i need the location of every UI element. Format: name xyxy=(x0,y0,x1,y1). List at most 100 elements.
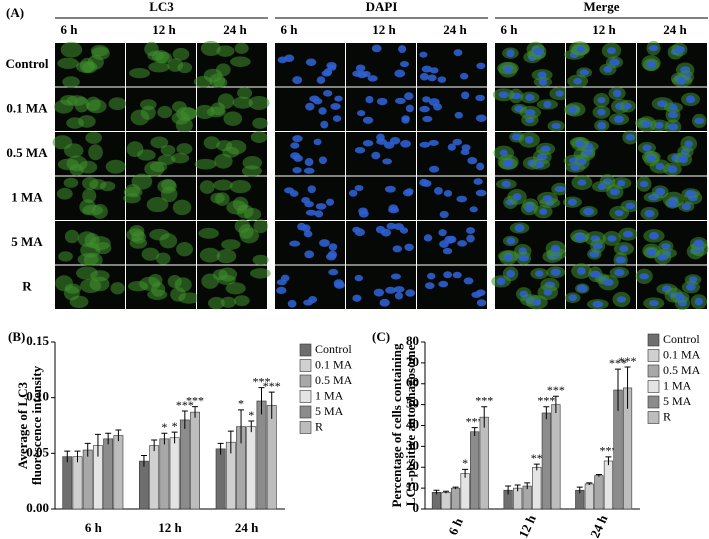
nucleus xyxy=(657,254,669,261)
x-tick-label: 24 h xyxy=(587,512,611,539)
cell xyxy=(176,143,193,155)
cell xyxy=(88,144,103,161)
legend-swatch xyxy=(647,364,660,378)
error-bar xyxy=(433,489,440,495)
nucleus xyxy=(354,228,365,237)
cell xyxy=(172,199,192,216)
cell xyxy=(63,177,79,188)
micrograph xyxy=(417,43,487,87)
cell xyxy=(199,247,221,263)
nucleus xyxy=(318,107,327,115)
cell xyxy=(218,267,238,282)
y-tick-label: 0 xyxy=(413,500,420,515)
nucleus xyxy=(542,195,553,202)
legend-swatch xyxy=(647,349,660,362)
error-bar xyxy=(514,484,521,492)
nucleus xyxy=(496,277,506,286)
nucleus xyxy=(642,144,652,152)
nucleus xyxy=(313,138,322,146)
bar xyxy=(460,473,470,510)
nucleus xyxy=(524,204,534,213)
nucleus xyxy=(503,66,513,74)
error-bar xyxy=(248,420,255,433)
nucleus xyxy=(568,106,577,114)
cell xyxy=(253,219,269,234)
bar xyxy=(266,405,277,510)
nucleus xyxy=(303,167,315,174)
legend-label: Control xyxy=(315,342,352,356)
significance-label: * xyxy=(248,408,254,422)
nucleus xyxy=(358,210,369,218)
nucleus xyxy=(320,120,329,129)
nucleus xyxy=(292,166,302,174)
cell xyxy=(105,159,126,174)
error-bar xyxy=(624,366,631,409)
nucleus xyxy=(439,210,449,219)
nucleus xyxy=(393,286,405,293)
cell xyxy=(56,187,73,200)
nucleus xyxy=(422,179,432,188)
nucleus xyxy=(428,98,440,107)
nucleus xyxy=(422,96,431,103)
time-label: 24 h xyxy=(663,22,687,37)
significance-label: *** xyxy=(475,393,493,407)
nucleus xyxy=(392,245,403,253)
cell xyxy=(233,295,250,307)
significance-label: *** xyxy=(609,356,627,370)
nucleus xyxy=(475,94,486,102)
significance-label: *** xyxy=(466,414,484,428)
cell xyxy=(57,158,79,171)
error-bar xyxy=(105,432,112,445)
y-tick-label: 50 xyxy=(406,396,419,411)
nucleus xyxy=(394,97,406,105)
row-label: 0.5 MA xyxy=(6,145,48,160)
nucleus xyxy=(461,91,470,100)
time-label: 24 h xyxy=(443,22,467,37)
group-label: LC3 xyxy=(149,0,174,14)
bar xyxy=(584,483,594,510)
nucleus xyxy=(646,60,656,69)
nucleus xyxy=(404,92,414,101)
nucleus xyxy=(284,187,295,194)
bar xyxy=(215,448,226,510)
nucleus xyxy=(423,234,433,242)
x-tick-label: 6 h xyxy=(85,520,103,535)
nucleus xyxy=(498,91,509,99)
nucleus xyxy=(649,232,659,240)
nucleus xyxy=(475,114,487,122)
legend-swatch xyxy=(647,395,660,409)
nucleus xyxy=(465,227,476,234)
y-axis-label: Percentage of cells containing xyxy=(389,343,404,508)
cell xyxy=(78,115,96,128)
error-bar xyxy=(151,439,158,452)
nucleus xyxy=(543,288,552,296)
nucleus xyxy=(354,274,363,282)
time-label: 24 h xyxy=(223,22,247,37)
cell xyxy=(170,153,190,164)
cell xyxy=(232,96,253,109)
error-bar xyxy=(217,442,224,455)
legend-swatch xyxy=(647,333,660,347)
error-bar xyxy=(605,456,612,466)
nucleus xyxy=(597,182,607,191)
bar xyxy=(541,412,551,510)
legend-label: 0.1 MA xyxy=(663,347,701,361)
row-label: 0.1 MA xyxy=(6,101,48,116)
nucleus xyxy=(348,189,358,197)
nucleus xyxy=(524,136,534,144)
nucleus xyxy=(667,165,678,174)
cell xyxy=(76,61,96,73)
nucleus xyxy=(439,240,449,248)
cell xyxy=(79,199,96,215)
cell xyxy=(216,140,233,152)
nucleus xyxy=(639,180,649,188)
nucleus xyxy=(615,256,626,264)
bar xyxy=(113,435,124,510)
cell xyxy=(57,57,79,69)
bar xyxy=(139,460,149,510)
nucleus xyxy=(550,268,561,276)
nucleus xyxy=(607,235,617,242)
nucleus xyxy=(429,165,440,173)
nucleus xyxy=(533,48,545,56)
nucleus xyxy=(694,117,705,125)
